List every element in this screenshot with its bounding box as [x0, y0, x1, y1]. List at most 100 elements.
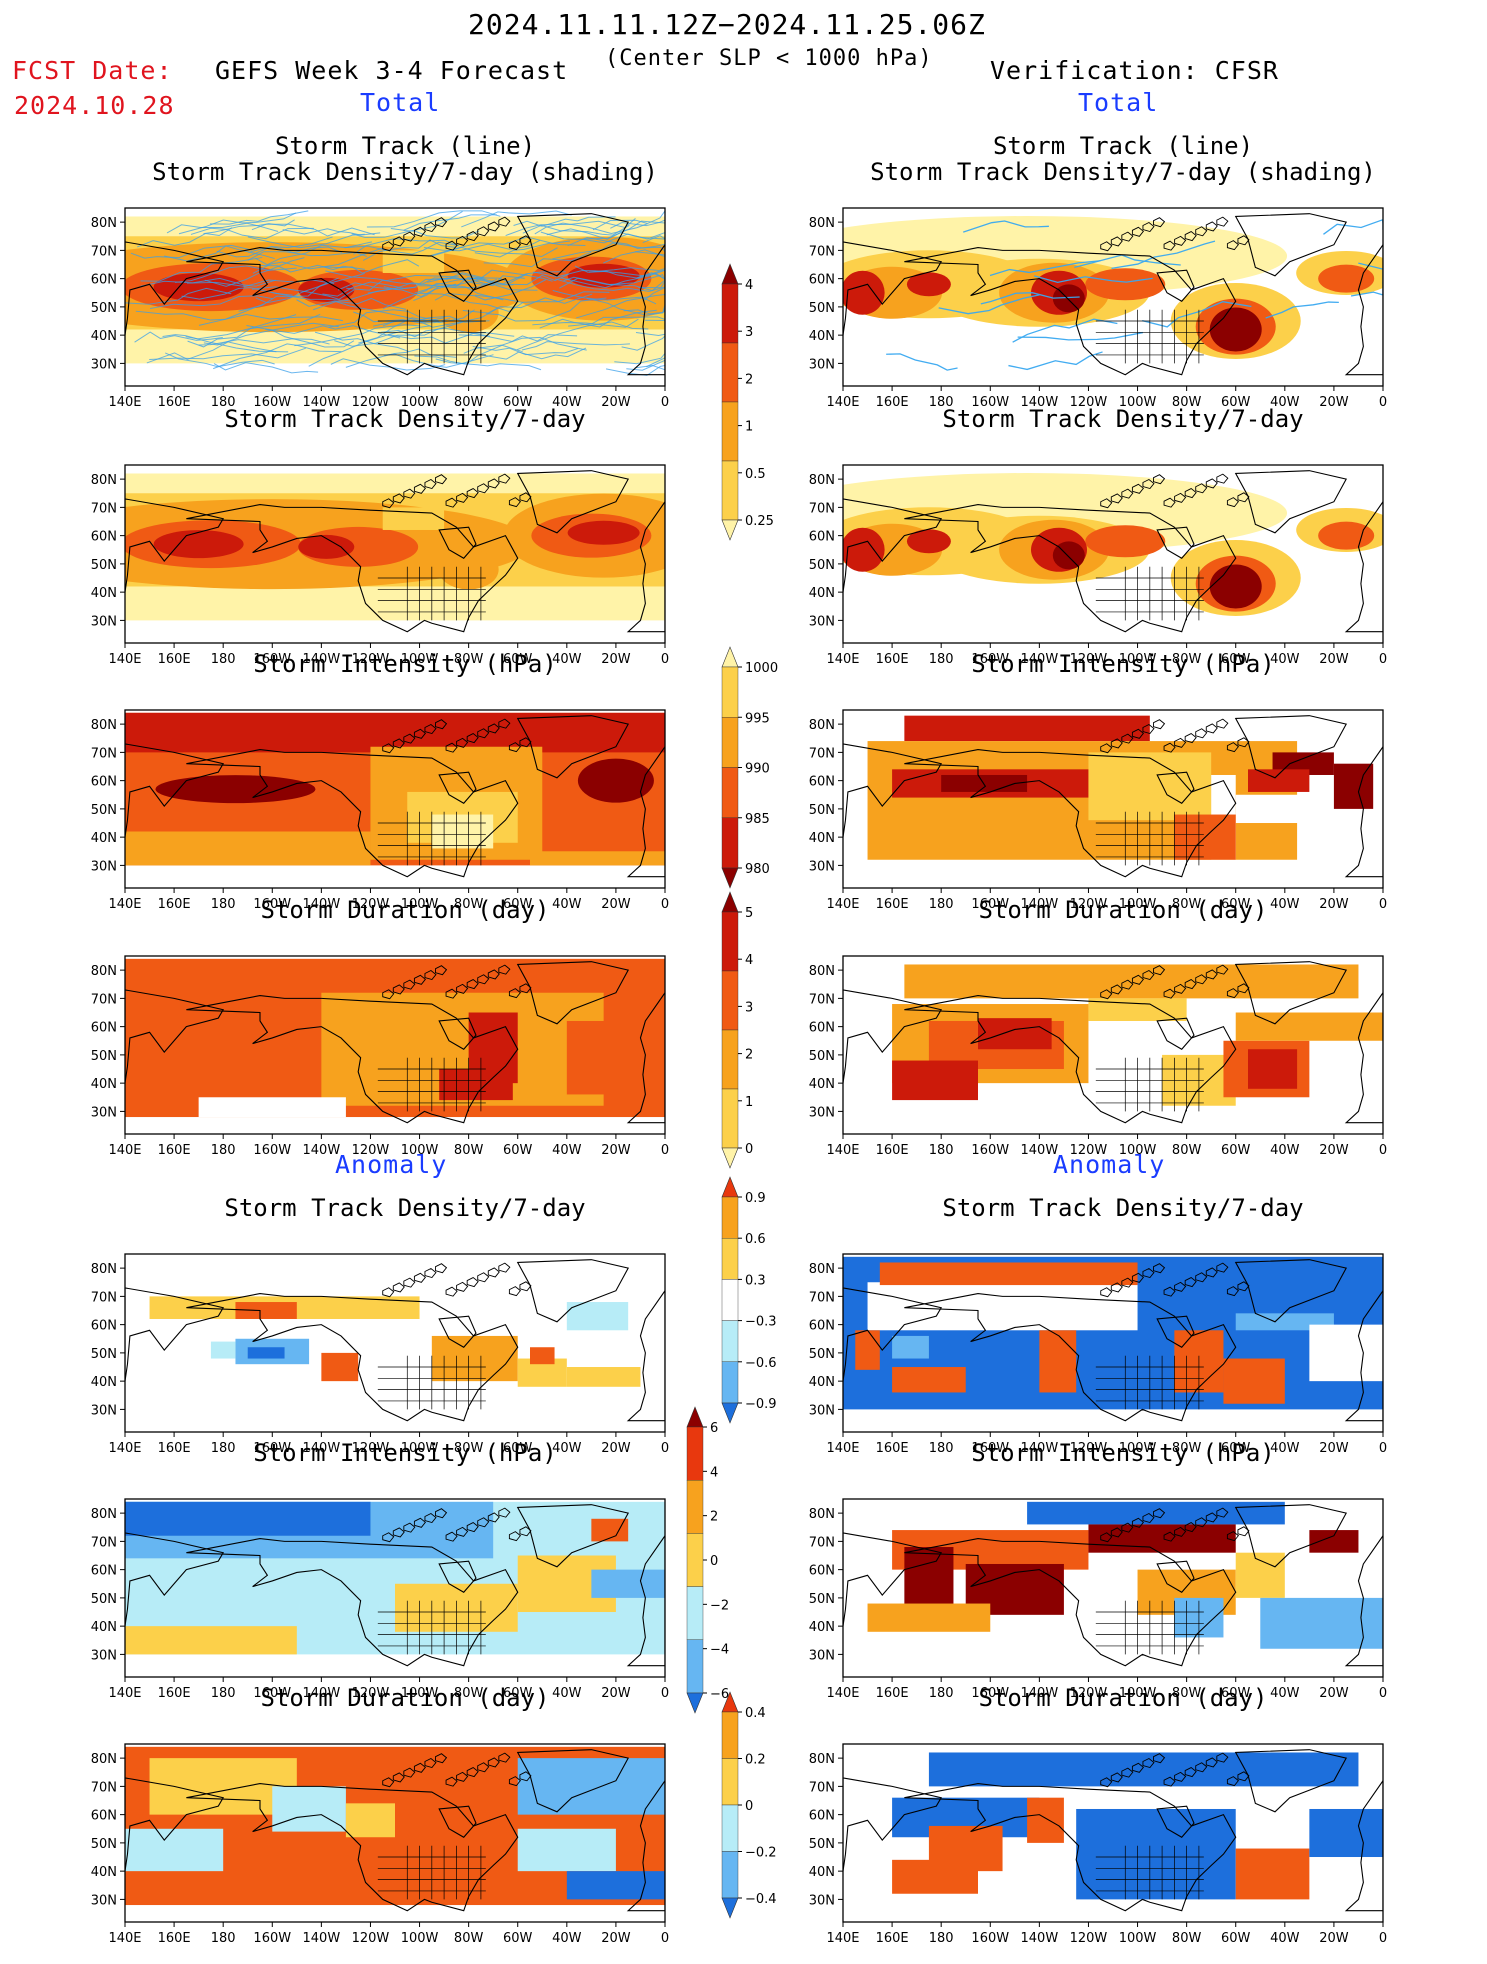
lon-tick-label: 60W	[503, 652, 533, 667]
colorbar-segment	[721, 460, 739, 521]
coastline	[904, 503, 1237, 633]
arctic-island	[1216, 718, 1229, 729]
arctic-island	[1100, 743, 1113, 754]
colorbar-segment	[721, 1361, 739, 1404]
coastline	[516, 1259, 630, 1323]
storm-track-line	[574, 265, 663, 279]
lon-tick-label: 0	[661, 1931, 669, 1946]
storm-track-line	[513, 216, 616, 227]
arctic-island	[498, 964, 511, 975]
lat-tick-label: 30N	[91, 357, 117, 372]
lon-tick-label: 100W	[401, 1686, 439, 1701]
lon-tick-label: 140W	[303, 1686, 341, 1701]
arctic-island	[1184, 1767, 1197, 1778]
arctic-island	[1110, 1282, 1123, 1293]
lon-tick-label: 100W	[1119, 1441, 1157, 1456]
storm-track-line	[586, 297, 665, 316]
lat-tick-label: 40N	[91, 1077, 117, 1092]
storm-track-line	[216, 236, 333, 258]
shading-block	[530, 1347, 555, 1365]
colorbar-label: 0.3	[745, 1273, 766, 1288]
lon-tick-label: 0	[661, 395, 669, 410]
storm-track-line	[623, 308, 665, 320]
colorbar-segment	[721, 1196, 739, 1239]
arctic-island	[498, 1752, 511, 1763]
colorbar-segment	[721, 1279, 739, 1321]
colorbar-segment	[721, 767, 739, 818]
map-frame	[842, 955, 1384, 1135]
arctic-island	[1110, 984, 1123, 995]
lat-tick-label: 60N	[809, 1564, 835, 1579]
lon-tick-label: 60W	[503, 1931, 533, 1946]
lat-tick-label: 70N	[809, 244, 835, 259]
shading-block	[530, 851, 665, 866]
arctic-island	[1174, 1771, 1187, 1782]
arctic-island	[1184, 979, 1197, 990]
colorbar-label: 990	[745, 762, 770, 777]
colorbar-canvas: 5 4 3 2 1 0	[721, 891, 753, 1169]
colorbar-top-arrow	[686, 1406, 704, 1428]
colorbar-anom-density: 0.9 0.6 0.3 −0.3 −0.6 −0.9	[720, 1175, 790, 1425]
lon-tick-label: 100W	[401, 1143, 439, 1158]
shading-block	[892, 1859, 978, 1894]
coastline	[516, 961, 630, 1025]
lon-tick-label: 140W	[1021, 1143, 1059, 1158]
storm-track-line	[203, 322, 339, 346]
colorbar-canvas: 0.4 0.2 0 −0.2 −0.4	[721, 1691, 777, 1919]
storm-track-line	[366, 210, 501, 228]
lat-tick-label: 40N	[809, 1375, 835, 1390]
panel-fcst-anom-density: Storm Track Density/7-day 140E 160E 180 160…	[45, 1192, 765, 1474]
lon-tick-label: 60W	[1221, 1931, 1251, 1946]
lat-tick-label: 70N	[809, 1780, 835, 1795]
shading-block	[1248, 769, 1310, 792]
lat-tick-label: 40N	[809, 586, 835, 601]
lat-tick-label: 60N	[91, 530, 117, 545]
arctic-island	[413, 1762, 427, 1773]
arctic-island	[424, 969, 437, 981]
lat-tick-label: 80N	[91, 1507, 117, 1522]
lon-tick-label: 0	[1379, 652, 1387, 667]
lon-tick-label: 160W	[253, 1441, 291, 1456]
coastline	[1234, 1259, 1348, 1323]
colorbar-label: 6	[710, 1421, 718, 1436]
lon-tick-label: 160E	[158, 1441, 191, 1456]
arctic-island	[466, 1277, 479, 1288]
map-frame	[124, 464, 666, 644]
colorbar-label: 2	[710, 1510, 718, 1525]
lon-tick-label: 180	[929, 1143, 954, 1158]
panel-title: Storm Duration (day)	[260, 896, 550, 924]
map-field	[125, 465, 665, 643]
storm-track-line	[271, 287, 397, 301]
coastline	[1234, 715, 1348, 779]
lat-tick-label: 70N	[809, 501, 835, 516]
shading-block	[125, 1828, 224, 1872]
storm-track-line	[522, 224, 630, 236]
lon-tick-label: 60W	[503, 1143, 533, 1158]
arctic-island	[382, 1287, 395, 1298]
arctic-island	[477, 483, 490, 494]
colorbar-label: 0	[745, 1799, 753, 1814]
lat-tick-label: 30N	[809, 1648, 835, 1663]
lon-tick-label: 0	[1379, 1441, 1387, 1456]
coastline	[1156, 771, 1195, 804]
arctic-island	[1153, 474, 1166, 485]
map-frame	[124, 955, 666, 1135]
arctic-island	[1121, 231, 1134, 242]
lon-tick-label: 100W	[401, 652, 439, 667]
shading-block	[1088, 1524, 1236, 1553]
lon-tick-label: 0	[661, 1143, 669, 1158]
lon-tick-label: 40W	[1270, 1931, 1300, 1946]
arctic-island	[1195, 1517, 1208, 1528]
lat-tick-label: 60N	[91, 273, 117, 288]
arctic-island	[1226, 497, 1240, 508]
lon-tick-label: 0	[661, 897, 669, 912]
lat-tick-label: 30N	[91, 1105, 117, 1120]
colorbar-label: 0.2	[745, 1753, 766, 1768]
arctic-island	[508, 988, 522, 999]
storm-track-line	[1074, 254, 1181, 269]
colorbar-anom-duration: 0.4 0.2 0 −0.2 −0.4	[720, 1690, 790, 1920]
lat-tick-label: 60N	[91, 775, 117, 790]
lon-tick-label: 20W	[601, 1686, 631, 1701]
colorbar-label: 5	[745, 906, 753, 921]
shading-block	[431, 814, 494, 849]
